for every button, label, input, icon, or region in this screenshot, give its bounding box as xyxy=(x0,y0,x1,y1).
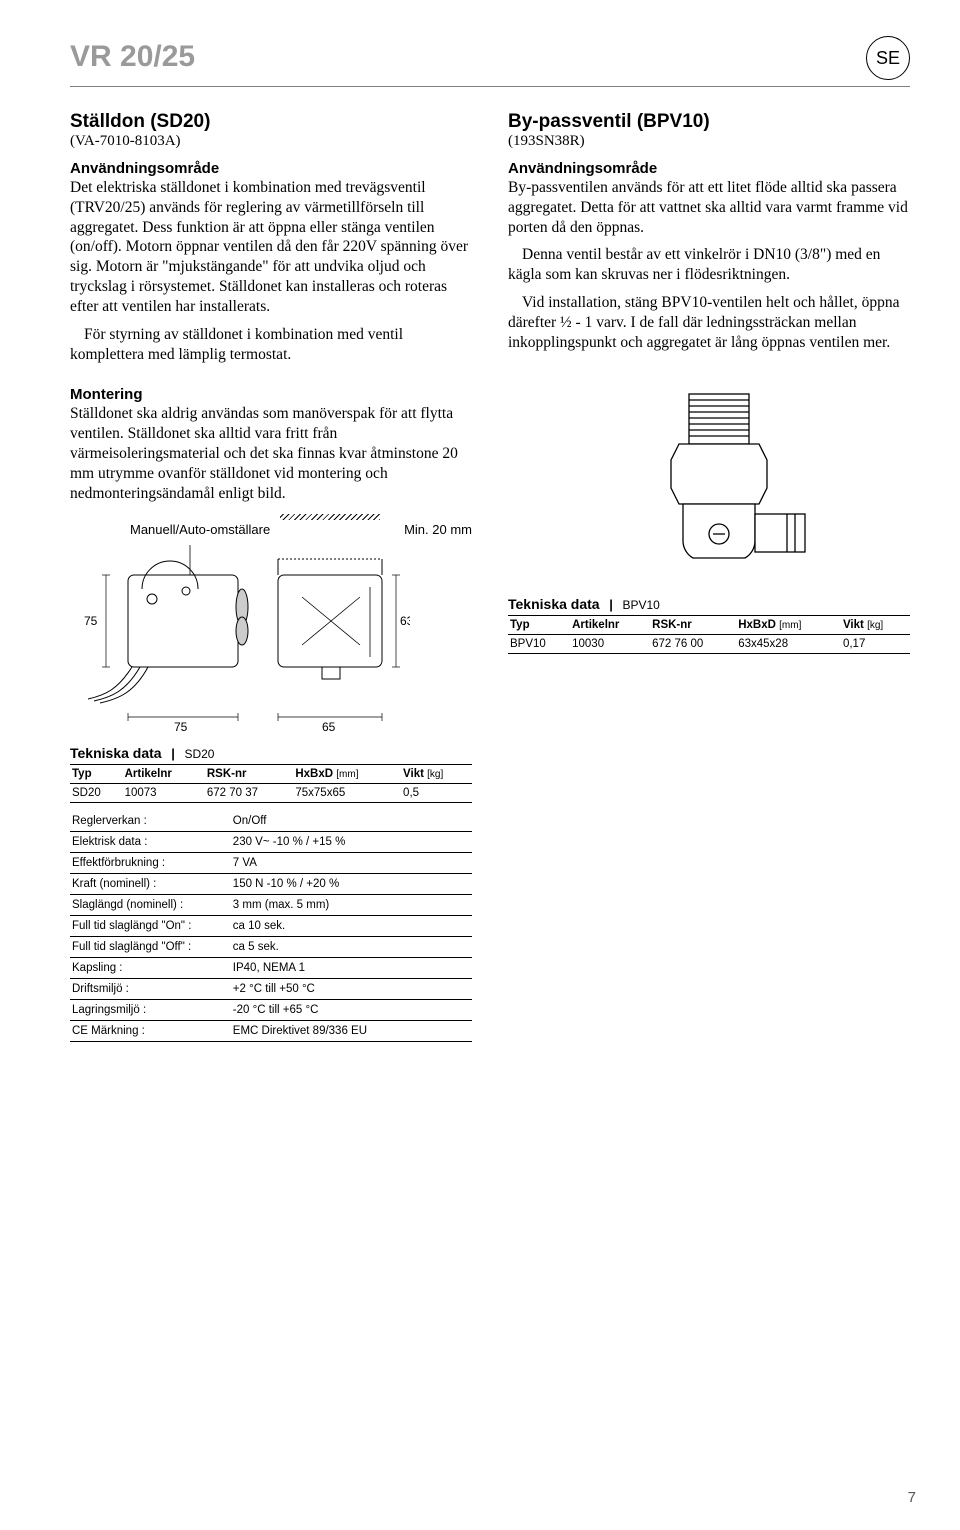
dim-right-w: 65 xyxy=(322,720,336,734)
spec-value: On/Off xyxy=(231,811,472,832)
spec-row: Lagringsmiljö :-20 °C till +65 °C xyxy=(70,999,472,1020)
col-artikelnr: Artikelnr xyxy=(123,764,205,783)
spec-label: Full tid slaglängd "On" : xyxy=(70,915,231,936)
right-p2: Denna ventil består av ett vinkelrör i D… xyxy=(508,245,910,285)
col-hxbxd: HxBxD [mm] xyxy=(293,764,401,783)
spec-label: Kapsling : xyxy=(70,957,231,978)
width-dims-icon: 75 65 xyxy=(70,709,410,739)
right-code: (193SN38R) xyxy=(508,133,910,150)
spec-label: Full tid slaglängd "Off" : xyxy=(70,936,231,957)
right-p1: By-passventilen används för att ett lite… xyxy=(508,178,910,237)
spec-label: Lagringsmiljö : xyxy=(70,999,231,1020)
right-column: By-passventil (BPV10) (193SN38R) Användn… xyxy=(508,111,910,372)
col-rsk: RSK-nr xyxy=(205,764,294,783)
spec-value: 230 V~ -10 % / +15 % xyxy=(231,831,472,852)
spec-value: ca 5 sek. xyxy=(231,936,472,957)
spec-value: 7 VA xyxy=(231,852,472,873)
left-title: Ställdon (SD20) xyxy=(70,111,472,133)
spec-row: Driftsmiljö :+2 °C till +50 °C xyxy=(70,978,472,999)
spec-row: Effektförbrukning :7 VA xyxy=(70,852,472,873)
spec-label: Driftsmiljö : xyxy=(70,978,231,999)
spec-value: ca 10 sek. xyxy=(231,915,472,936)
spec-row: Elektrisk data :230 V~ -10 % / +15 % xyxy=(70,831,472,852)
col-vikt: Vikt [kg] xyxy=(841,616,910,635)
montering-row: Montering Ställdonet ska aldrig användas… xyxy=(70,386,910,1041)
dim-right-h: 63 xyxy=(400,614,410,628)
col-hxbxd: HxBxD [mm] xyxy=(736,616,841,635)
diagram-labels: Manuell/Auto-omställare Min. 20 mm xyxy=(70,522,472,537)
language-code: SE xyxy=(876,48,900,69)
page-number: 7 xyxy=(908,1489,916,1506)
table-header-row: Typ Artikelnr RSK-nr HxBxD [mm] Vikt [kg… xyxy=(508,616,910,635)
spec-row: Full tid slaglängd "On" :ca 10 sek. xyxy=(70,915,472,936)
montering-right: Tekniska data | BPV10 Typ Artikelnr RSK-… xyxy=(508,386,910,1041)
product-code: VR 20/25 xyxy=(70,40,195,74)
spec-label: Reglerverkan : xyxy=(70,811,231,832)
left-p2: För styrning av ställdonet i kombination… xyxy=(70,325,472,365)
spec-label: Elektrisk data : xyxy=(70,831,231,852)
montering-text: Ställdonet ska aldrig användas som manöv… xyxy=(70,404,472,503)
language-badge: SE xyxy=(866,36,910,80)
sd20-tek-model: SD20 xyxy=(184,747,214,761)
manual-auto-label: Manuell/Auto-omställare xyxy=(130,522,404,537)
left-column: Ställdon (SD20) (VA-7010-8103A) Användni… xyxy=(70,111,472,372)
spec-row: Kraft (nominell) :150 N -10 % / +20 % xyxy=(70,873,472,894)
actuator-svg-icon: 75 63 xyxy=(70,539,410,709)
right-p3: Vid installation, stäng BPV10-ventilen h… xyxy=(508,293,910,352)
spec-value: EMC Direktivet 89/336 EU xyxy=(231,1020,472,1041)
valve-drawing-icon xyxy=(609,386,809,586)
spec-value: IP40, NEMA 1 xyxy=(231,957,472,978)
spec-value: -20 °C till +65 °C xyxy=(231,999,472,1020)
table-header-row: Typ Artikelnr RSK-nr HxBxD [mm] Vikt [kg… xyxy=(70,764,472,783)
hatched-surface-icon xyxy=(280,514,380,520)
spec-row: Slaglängd (nominell) :3 mm (max. 5 mm) xyxy=(70,894,472,915)
right-title: By-passventil (BPV10) xyxy=(508,111,910,133)
spec-label: CE Märkning : xyxy=(70,1020,231,1041)
table-row: SD20 10073 672 70 37 75x75x65 0,5 xyxy=(70,783,472,802)
left-p1: Det elektriska ställdonet i kombination … xyxy=(70,178,472,317)
spec-row: CE Märkning :EMC Direktivet 89/336 EU xyxy=(70,1020,472,1041)
montering-left: Montering Ställdonet ska aldrig användas… xyxy=(70,386,472,1041)
spec-row: Kapsling :IP40, NEMA 1 xyxy=(70,957,472,978)
spec-row: Reglerverkan :On/Off xyxy=(70,811,472,832)
spec-value: +2 °C till +50 °C xyxy=(231,978,472,999)
dim-left-h: 75 xyxy=(84,614,98,628)
spec-label: Kraft (nominell) : xyxy=(70,873,231,894)
sd20-tek-header: Tekniska data | SD20 xyxy=(70,745,472,761)
right-sec1-title: Användningsområde xyxy=(508,160,910,177)
bpv10-tek-title: Tekniska data xyxy=(508,596,600,612)
actuator-diagram: Manuell/Auto-omställare Min. 20 mm xyxy=(70,514,472,739)
page-header: VR 20/25 SE xyxy=(70,40,910,87)
left-sec1-title: Användningsområde xyxy=(70,160,472,177)
left-code: (VA-7010-8103A) xyxy=(70,133,472,150)
bpv10-data-table: Typ Artikelnr RSK-nr HxBxD [mm] Vikt [kg… xyxy=(508,615,910,654)
spec-value: 3 mm (max. 5 mm) xyxy=(231,894,472,915)
main-columns: Ställdon (SD20) (VA-7010-8103A) Användni… xyxy=(70,111,910,372)
bpv10-tek-model: BPV10 xyxy=(622,598,659,612)
sd20-spec-table: Reglerverkan :On/OffElektrisk data :230 … xyxy=(70,811,472,1042)
sd20-data-table: Typ Artikelnr RSK-nr HxBxD [mm] Vikt [kg… xyxy=(70,764,472,803)
col-typ: Typ xyxy=(70,764,123,783)
col-typ: Typ xyxy=(508,616,570,635)
sd20-tek-title: Tekniska data xyxy=(70,745,162,761)
spec-label: Slaglängd (nominell) : xyxy=(70,894,231,915)
dim-left-w: 75 xyxy=(174,720,188,734)
min-gap-label: Min. 20 mm xyxy=(404,522,472,537)
spec-row: Full tid slaglängd "Off" :ca 5 sek. xyxy=(70,936,472,957)
spec-value: 150 N -10 % / +20 % xyxy=(231,873,472,894)
montering-title: Montering xyxy=(70,386,472,403)
col-rsk: RSK-nr xyxy=(650,616,736,635)
col-artikelnr: Artikelnr xyxy=(570,616,650,635)
spec-label: Effektförbrukning : xyxy=(70,852,231,873)
col-vikt: Vikt [kg] xyxy=(401,764,472,783)
bpv10-tek-header: Tekniska data | BPV10 xyxy=(508,596,910,612)
table-row: BPV10 10030 672 76 00 63x45x28 0,17 xyxy=(508,635,910,654)
